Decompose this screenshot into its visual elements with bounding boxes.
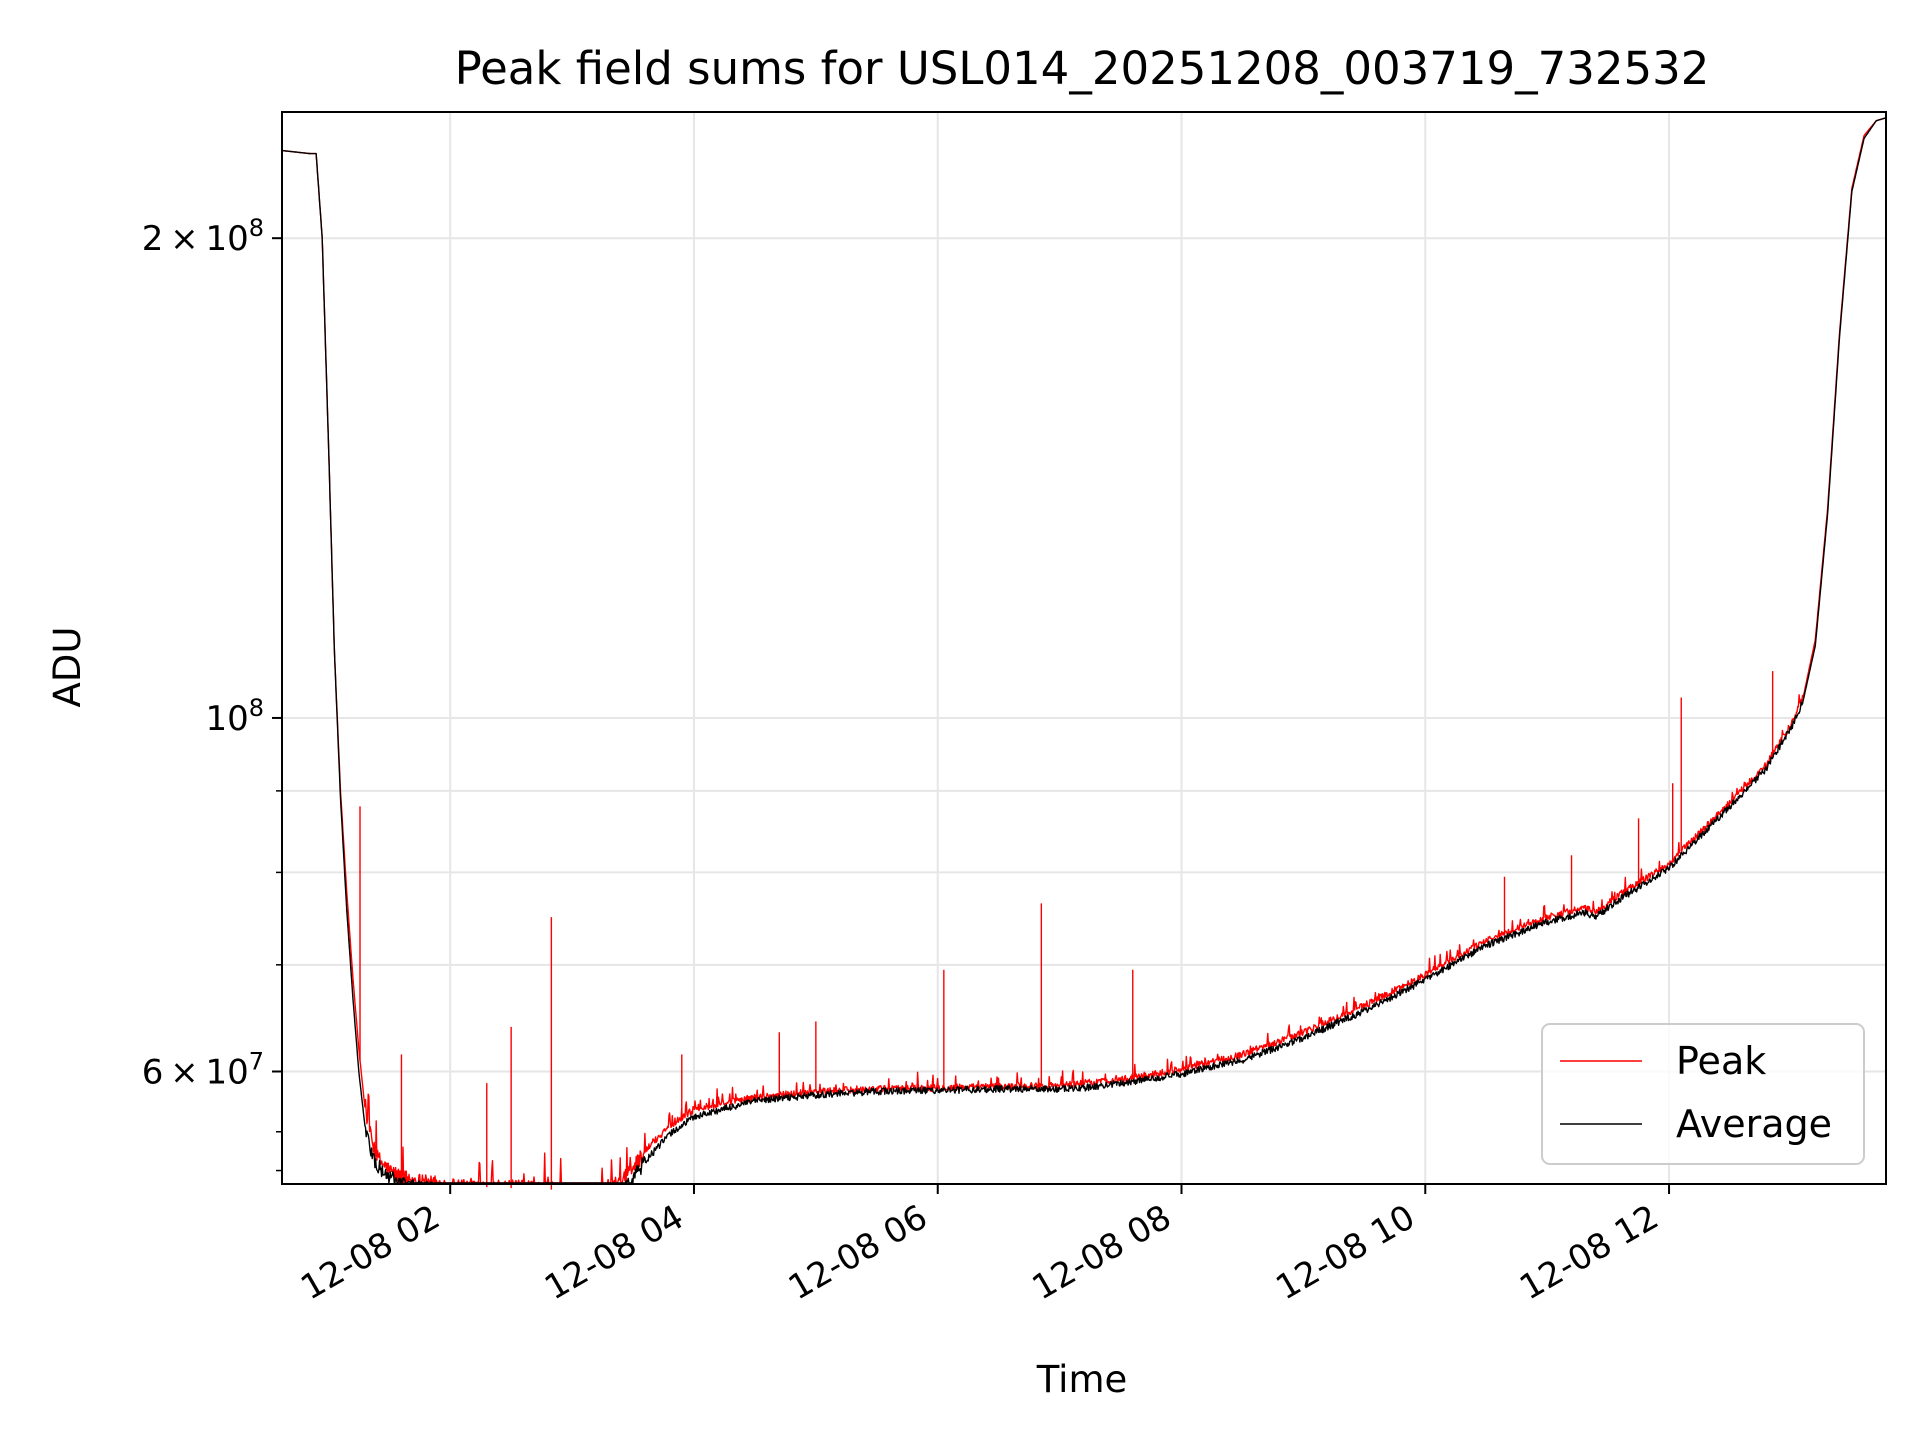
legend-box	[1541, 1023, 1865, 1165]
y-tick-label: 108	[205, 694, 264, 739]
legend-peak-label: Peak	[1676, 1039, 1766, 1083]
chart-title: Peak field sums for USL014_20251208_0037…	[455, 42, 1710, 95]
y-axis-label: ADU	[46, 627, 89, 708]
y-tick-label: 2 × 108	[142, 214, 264, 259]
axes-frame	[281, 111, 1887, 1185]
axes	[281, 111, 1887, 1185]
x-axis-label: Time	[1036, 1358, 1128, 1401]
legend-average-label: Average	[1676, 1102, 1832, 1146]
y-tick-label: 6 × 107	[142, 1048, 264, 1093]
legend: Peak Average	[1541, 1023, 1865, 1165]
grid	[282, 112, 1886, 1184]
